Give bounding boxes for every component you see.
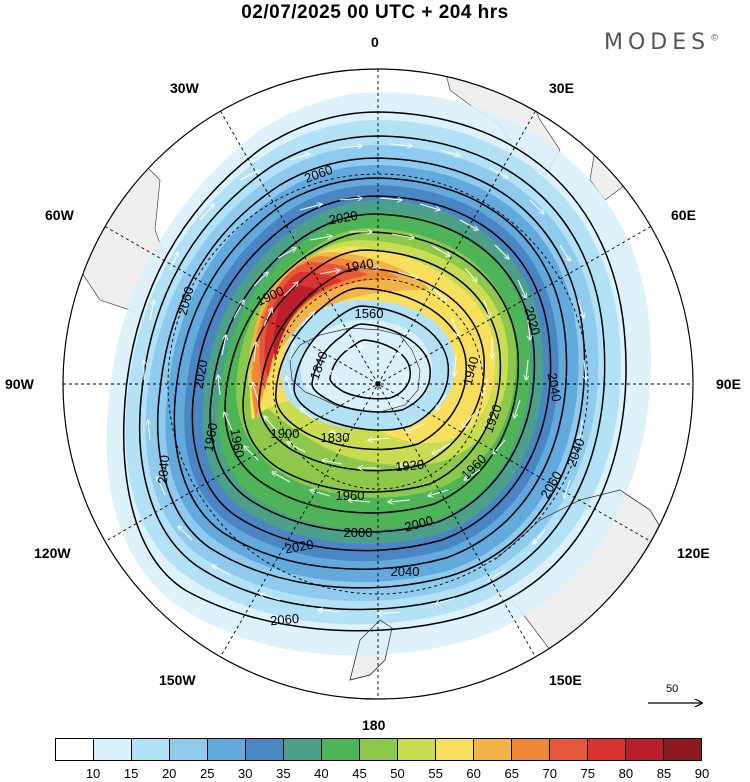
- lon-label-150e: 150E: [549, 672, 582, 688]
- lon-label-90e: 90E: [716, 376, 741, 392]
- colorbar-tick-label: 45: [352, 766, 367, 781]
- lon-label-90w: 90W: [5, 376, 34, 392]
- contour-label: 1960: [201, 422, 221, 453]
- colorbar-tick-label: 20: [161, 766, 177, 781]
- contour-label: 1920: [395, 457, 425, 474]
- contour-label: 1940: [460, 355, 482, 387]
- colorbar-tick-label: 10: [85, 766, 101, 781]
- height-contours: [123, 111, 627, 632]
- brand-name: MODES: [604, 30, 711, 55]
- colorbar-swatch: [360, 739, 398, 760]
- colorbar-tick-label: 30: [238, 766, 253, 781]
- colorbar-swatch: [132, 739, 170, 760]
- colorbar-swatch: [512, 739, 550, 760]
- lon-label-180: 180: [362, 717, 386, 733]
- colorbar-swatch: [664, 739, 701, 760]
- colorbar: [55, 738, 702, 761]
- colorbar-swatch: [626, 739, 664, 760]
- lon-label-120e: 120E: [677, 545, 710, 561]
- lon-label-150w: 150W: [159, 672, 196, 688]
- reference-vector-value: 50: [666, 683, 679, 695]
- contour-label: 2000: [403, 513, 435, 535]
- colorbar-swatch: [284, 739, 322, 760]
- colorbar-tick-label: 85: [656, 766, 672, 781]
- copyright-mark: ©: [710, 33, 720, 44]
- colorbar-tick-label: 70: [542, 766, 557, 781]
- colorbar-swatch: [398, 739, 436, 760]
- colorbar-tick-label: 15: [123, 766, 139, 781]
- contour-label: 2000: [344, 525, 373, 540]
- colorbar-tick-label: 60: [466, 766, 481, 781]
- colorbar-tick-label: 50: [390, 766, 405, 781]
- contour-label: 1560: [355, 306, 384, 321]
- wind-vectors: [144, 144, 586, 614]
- contour-label: 2040: [155, 455, 172, 485]
- colorbar-swatch: [588, 739, 626, 760]
- lon-label-60w: 60W: [45, 207, 74, 223]
- shade-85: [273, 286, 320, 360]
- colorbar-swatch: [170, 739, 208, 760]
- contour-label: 2040: [545, 372, 565, 403]
- contour-label: 2020: [191, 359, 211, 390]
- contour-label: 1960: [336, 488, 365, 503]
- contour-label: 1830: [321, 430, 350, 445]
- map-disk: 2060 2020 1940 1900 1560 1840 2020 2040 …: [63, 69, 693, 699]
- lon-label-30e: 30E: [549, 80, 574, 96]
- colorbar-tick-label: 40: [314, 766, 329, 781]
- lon-label-60e: 60E: [671, 207, 696, 223]
- colorbar-tick-label: 80: [618, 766, 634, 781]
- contour-label: 2020: [328, 208, 359, 228]
- map-boundary: [62, 68, 694, 700]
- colorbar-swatch: [56, 739, 94, 760]
- lon-label-120w: 120W: [34, 545, 71, 561]
- colorbar-swatch: [322, 739, 360, 760]
- colorbar-tick-label: 55: [428, 766, 443, 781]
- colorbar-tick-label: 75: [580, 766, 596, 781]
- contour-label: 2040: [391, 564, 420, 579]
- contour-label: 2020: [521, 305, 543, 337]
- contour-label: 1960: [228, 428, 248, 459]
- lon-label-0: 0: [371, 34, 379, 50]
- colorbar-tick-label: 25: [200, 766, 215, 781]
- contour-label: 1940: [344, 256, 375, 276]
- colorbar-tick-label: 65: [504, 766, 519, 781]
- contour-label: 2060: [270, 611, 300, 628]
- map-title: 02/07/2025 00 UTC + 204 hrs: [241, 2, 509, 23]
- colorbar-swatch: [246, 739, 284, 760]
- colorbar-swatch: [436, 739, 474, 760]
- lon-label-30w: 30W: [170, 80, 199, 96]
- brand-logo: MODES©: [604, 30, 719, 55]
- graticule: [63, 69, 693, 699]
- colorbar-swatch: [94, 739, 132, 760]
- colorbar-tick-label: 90: [694, 766, 710, 781]
- colorbar-swatch: [474, 739, 512, 760]
- contour-label: 2020: [284, 537, 315, 557]
- colorbar-swatch: [550, 739, 588, 760]
- colorbar-swatch: [208, 739, 246, 760]
- colorbar-tick-label: 35: [276, 766, 291, 781]
